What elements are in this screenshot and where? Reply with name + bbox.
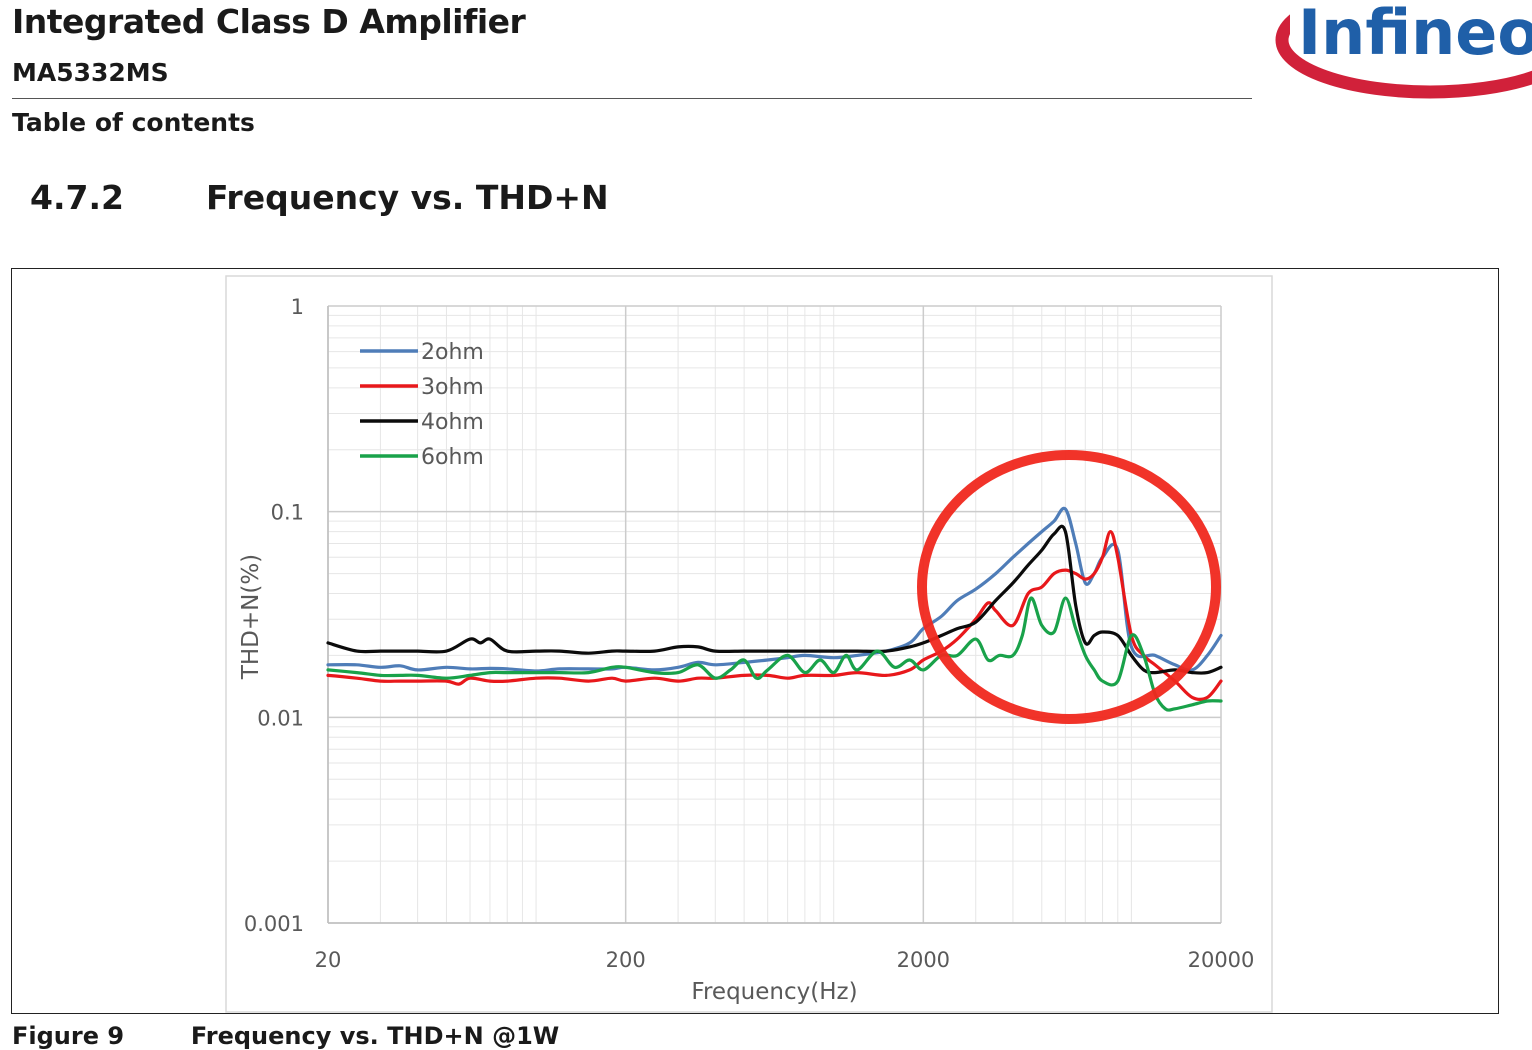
header-divider <box>12 98 1252 99</box>
legend-label: 6ohm <box>421 445 484 470</box>
series-line-6ohm <box>326 596 1223 712</box>
caption-prefix: Figure 9 <box>12 1022 125 1050</box>
document-subtitle: MA5332MS <box>12 58 169 87</box>
y-tick-label: 0.001 <box>244 912 304 936</box>
series-line-4ohm <box>326 524 1223 675</box>
caption-text: Frequency vs. THD+N @1W <box>190 1022 560 1050</box>
chart-area-border <box>225 275 1273 1013</box>
section-label: Table of contents <box>12 108 255 137</box>
series-line-3ohm <box>326 530 1223 702</box>
grid-lines <box>327 305 1222 924</box>
legend-label: 3ohm <box>421 375 484 400</box>
legend-label: 2ohm <box>421 340 484 365</box>
infineon-logo: Infineon <box>1275 0 1532 99</box>
y-tick-label: 1 <box>291 295 304 319</box>
highlight-circle <box>917 450 1221 724</box>
section-number: 4.7.2 <box>30 178 124 217</box>
y-tick-label: 0.1 <box>271 501 304 525</box>
x-tick-label: 20 <box>315 948 342 972</box>
legend: 2ohm 3ohm 4ohm 6ohm <box>360 340 484 470</box>
legend-label: 4ohm <box>421 410 484 435</box>
x-tick-label: 200 <box>606 948 646 972</box>
logo-wordmark: Infineon <box>1298 0 1532 69</box>
section-title: Frequency vs. THD+N <box>206 178 609 217</box>
x-axis-title: Frequency(Hz) <box>691 979 857 1005</box>
y-tick-label: 0.01 <box>257 706 304 730</box>
series-group <box>326 506 1223 712</box>
y-axis-title: THD+N(%) <box>238 554 264 680</box>
document-title: Integrated Class D Amplifier <box>12 2 526 41</box>
x-tick-label: 20000 <box>1188 948 1255 972</box>
x-tick-label: 2000 <box>897 948 950 972</box>
figure-caption: Figure 9 Frequency vs. THD+N @1W <box>12 1022 559 1050</box>
figure-frame <box>11 268 1499 1014</box>
series-line-2ohm <box>326 506 1223 673</box>
thd-frequency-chart: 0.001 0.01 0.1 1 20 200 2000 20000 Frequency(Hz)… <box>225 275 1273 1013</box>
